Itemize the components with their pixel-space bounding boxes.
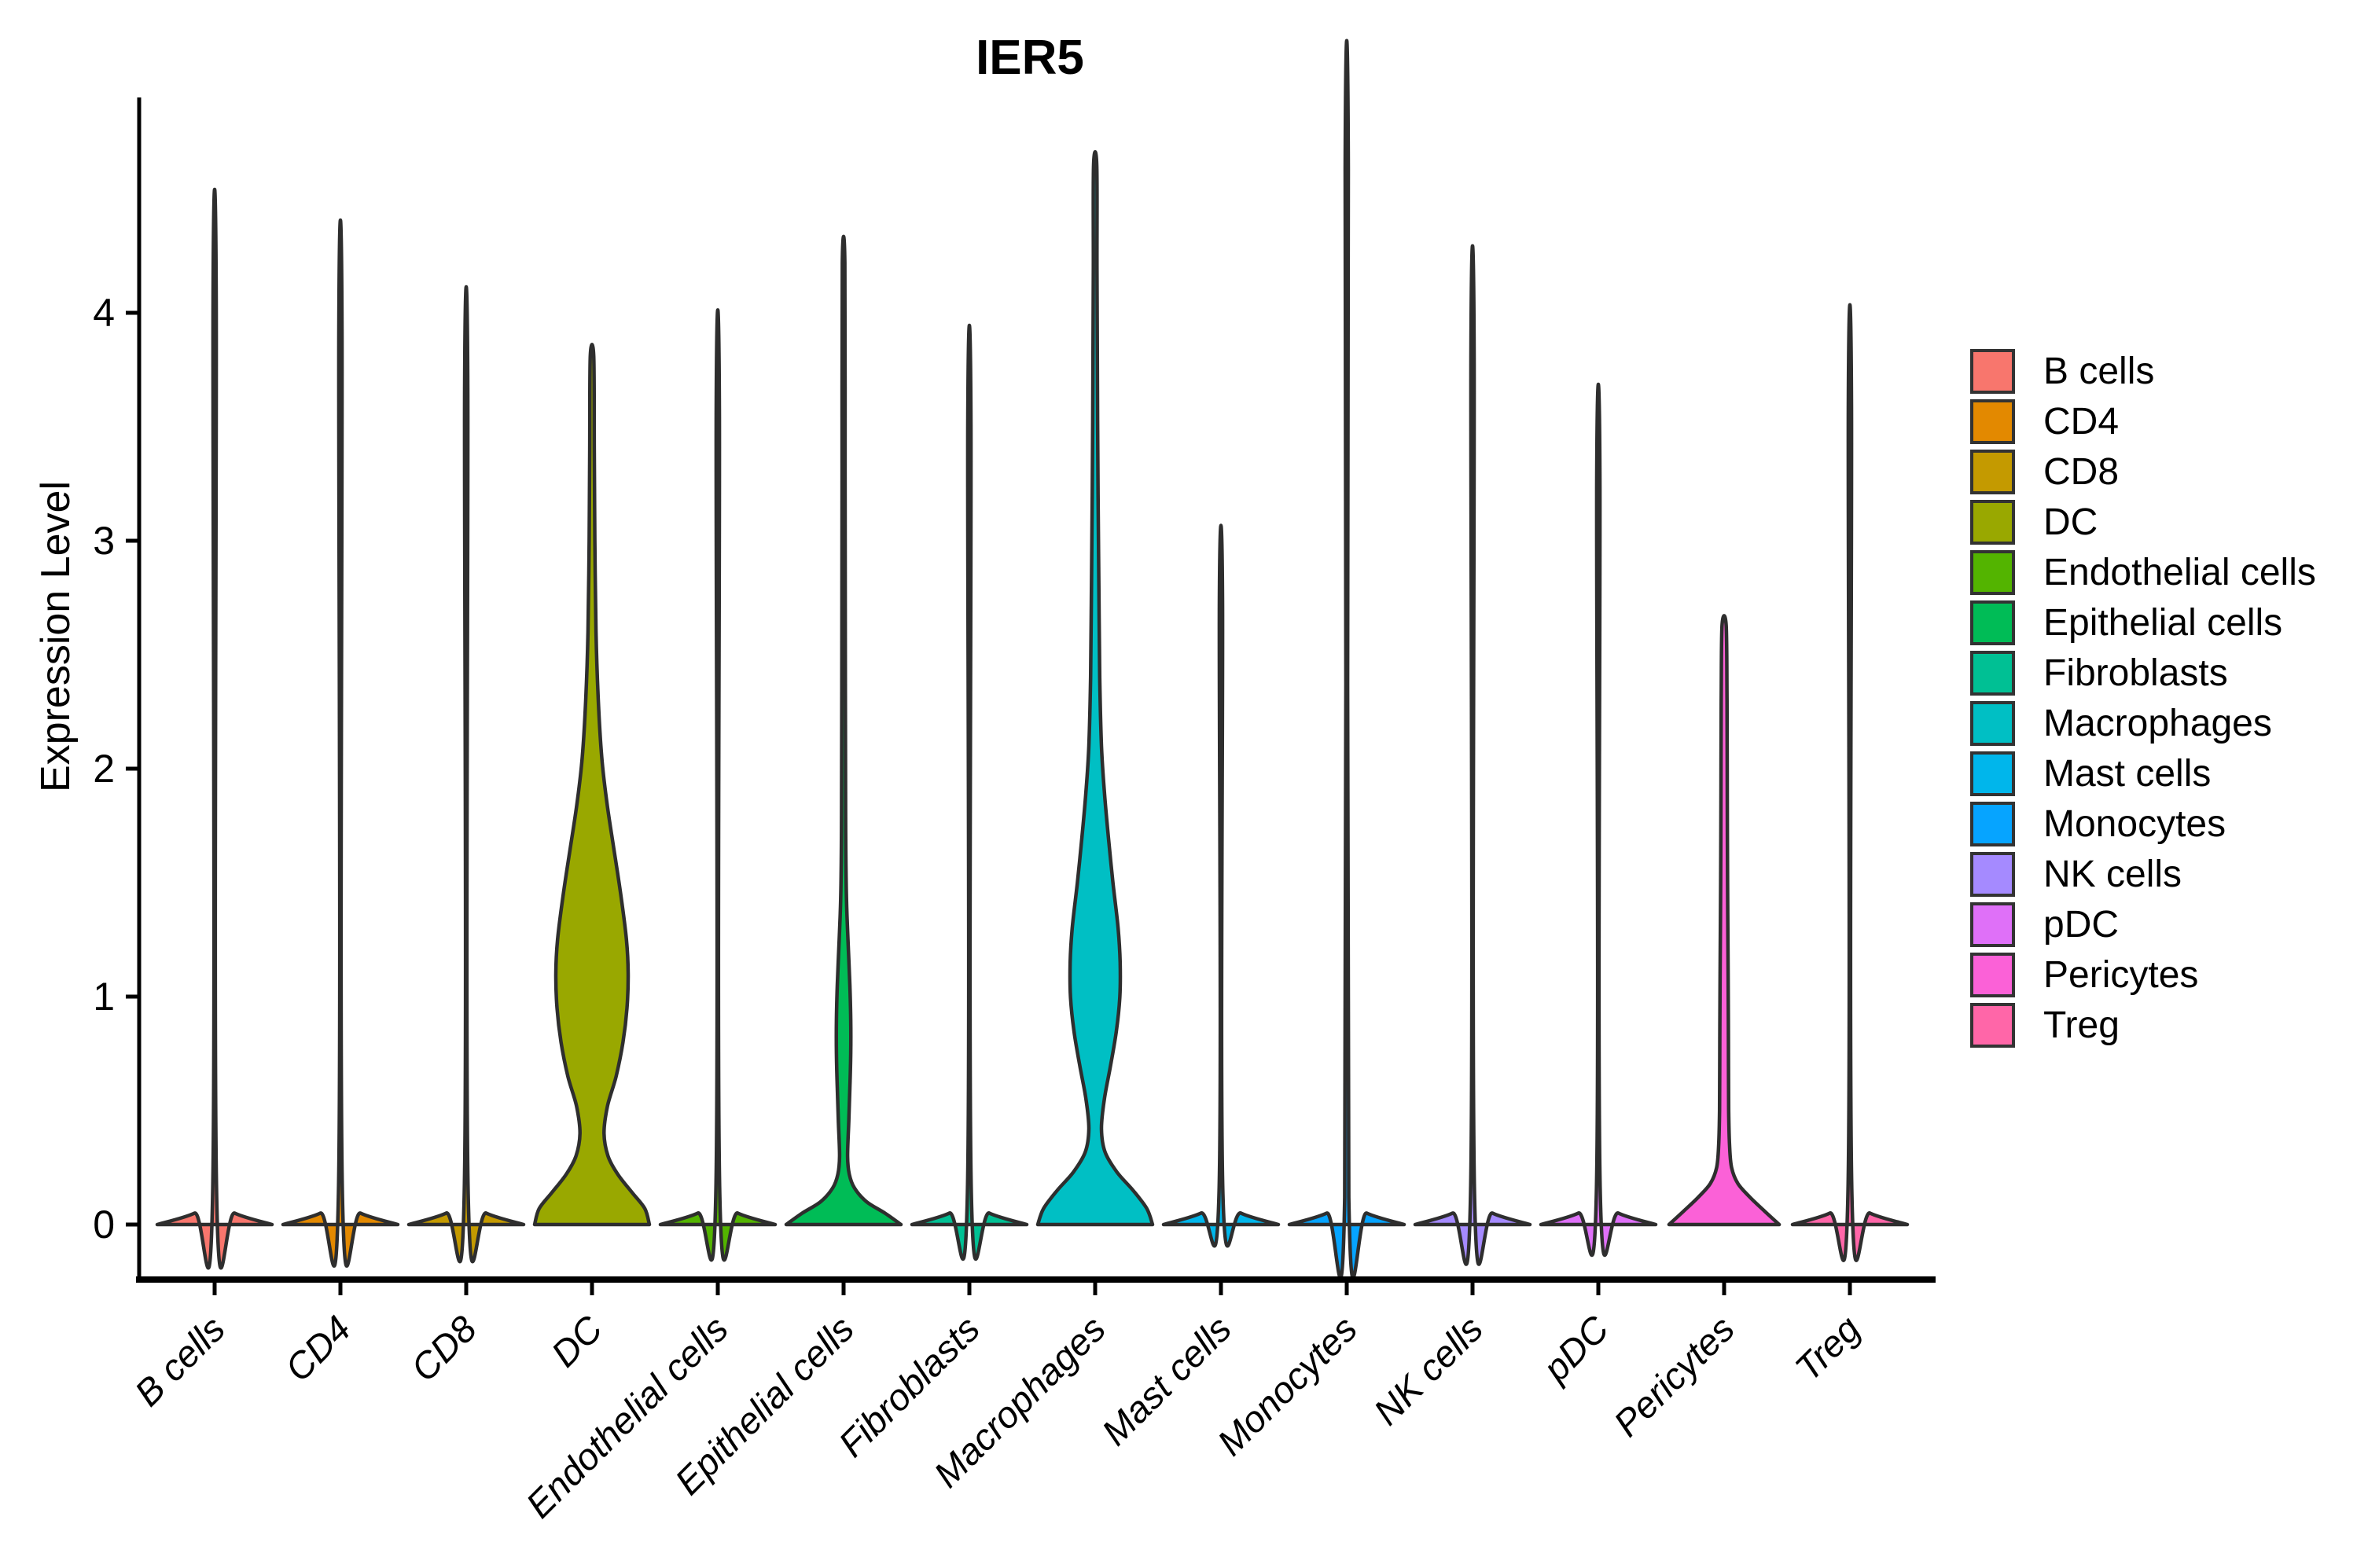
legend-item-label: Endothelial cells	[2043, 551, 2316, 593]
legend-item: Macrophages	[1970, 698, 2316, 748]
x-category-label: pDC	[1534, 1307, 1617, 1390]
x-category-label: CD8	[403, 1308, 484, 1390]
legend-item-label: Fibroblasts	[2043, 652, 2228, 694]
violin-epithelial-cells	[784, 234, 903, 1227]
violin-mast-cells	[1161, 523, 1281, 1248]
violin-fibroblasts	[910, 324, 1029, 1261]
violin-nk-cells	[1413, 244, 1532, 1266]
y-axis-title: Expression Level	[33, 481, 79, 792]
legend-item: Endothelial cells	[1970, 547, 2316, 597]
legend: B cells CD4 CD8 DC Endothelial cells Epitheli…	[1970, 346, 2316, 1050]
legend-item-label: Pericytes	[2043, 953, 2199, 996]
legend-item: Fibroblasts	[1970, 648, 2316, 698]
legend-swatch	[1970, 851, 2015, 897]
legend-item-label: Macrophages	[2043, 702, 2272, 744]
x-category-label: Pericytes	[1605, 1308, 1742, 1445]
x-category-label: CD4	[277, 1308, 359, 1390]
legend-item-label: NK cells	[2043, 853, 2182, 895]
legend-swatch	[1970, 348, 2015, 394]
y-tick-label: 2	[93, 747, 115, 791]
violin-monocytes	[1287, 39, 1406, 1280]
violin-pdc	[1539, 382, 1658, 1258]
legend-item-label: Monocytes	[2043, 802, 2226, 845]
y-tick-label: 1	[93, 975, 115, 1019]
legend-swatch	[1970, 600, 2015, 645]
violin-dc	[532, 343, 652, 1227]
violin-cd4	[281, 218, 400, 1268]
legend-swatch	[1970, 549, 2015, 595]
legend-item: CD4	[1970, 396, 2316, 446]
legend-item: Mast cells	[1970, 748, 2316, 799]
legend-item: Treg	[1970, 1000, 2316, 1050]
legend-item-label: DC	[2043, 501, 2098, 543]
legend-swatch	[1970, 650, 2015, 696]
y-tick-label: 4	[93, 291, 115, 335]
legend-item: NK cells	[1970, 849, 2316, 899]
legend-swatch	[1970, 751, 2015, 796]
legend-swatch	[1970, 700, 2015, 746]
x-category-label: NK cells	[1366, 1308, 1491, 1433]
legend-item-label: Epithelial cells	[2043, 601, 2283, 644]
legend-item: Monocytes	[1970, 799, 2316, 849]
legend-swatch	[1970, 499, 2015, 545]
legend-item-label: Mast cells	[2043, 752, 2212, 795]
legend-item-label: pDC	[2043, 903, 2120, 946]
legend-item: pDC	[1970, 899, 2316, 949]
legend-item: Pericytes	[1970, 949, 2316, 1000]
violin-b-cells	[155, 187, 274, 1270]
legend-item: CD8	[1970, 446, 2316, 497]
x-category-label: Treg	[1787, 1308, 1868, 1389]
x-category-label: B cells	[127, 1308, 233, 1414]
chart-title: IER5	[976, 31, 1084, 85]
legend-item: Epithelial cells	[1970, 597, 2316, 648]
legend-swatch	[1970, 449, 2015, 494]
x-category-label: DC	[543, 1307, 611, 1375]
legend-item-label: B cells	[2043, 350, 2155, 392]
legend-swatch	[1970, 952, 2015, 997]
violin-treg	[1790, 303, 1910, 1262]
legend-swatch	[1970, 801, 2015, 846]
violin-cd8	[406, 285, 526, 1264]
legend-item: DC	[1970, 497, 2316, 547]
y-tick-label: 0	[93, 1203, 115, 1247]
legend-swatch	[1970, 398, 2015, 444]
violin-endothelial-cells	[658, 308, 778, 1262]
legend-item-label: CD8	[2043, 450, 2120, 493]
legend-swatch	[1970, 1002, 2015, 1048]
legend-item-label: CD4	[2043, 400, 2120, 442]
violin-macrophages	[1035, 149, 1155, 1227]
y-tick-label: 3	[93, 519, 115, 563]
legend-item-label: Treg	[2043, 1004, 2120, 1046]
legend-swatch	[1970, 902, 2015, 947]
violin-pericytes	[1667, 614, 1782, 1227]
legend-item: B cells	[1970, 346, 2316, 396]
